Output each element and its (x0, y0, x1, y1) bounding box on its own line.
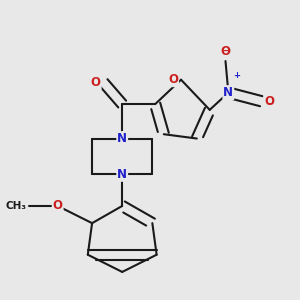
Text: O: O (264, 95, 274, 108)
Text: O: O (220, 45, 230, 58)
Text: O: O (91, 76, 101, 89)
Text: O: O (53, 200, 63, 212)
Text: −: − (266, 99, 274, 109)
Text: N: N (117, 132, 127, 145)
Text: CH₃: CH₃ (5, 201, 26, 211)
Text: N: N (224, 86, 233, 99)
Text: −: − (223, 46, 231, 56)
Text: N: N (117, 168, 127, 181)
Text: O: O (168, 73, 178, 86)
Text: +: + (233, 71, 241, 80)
